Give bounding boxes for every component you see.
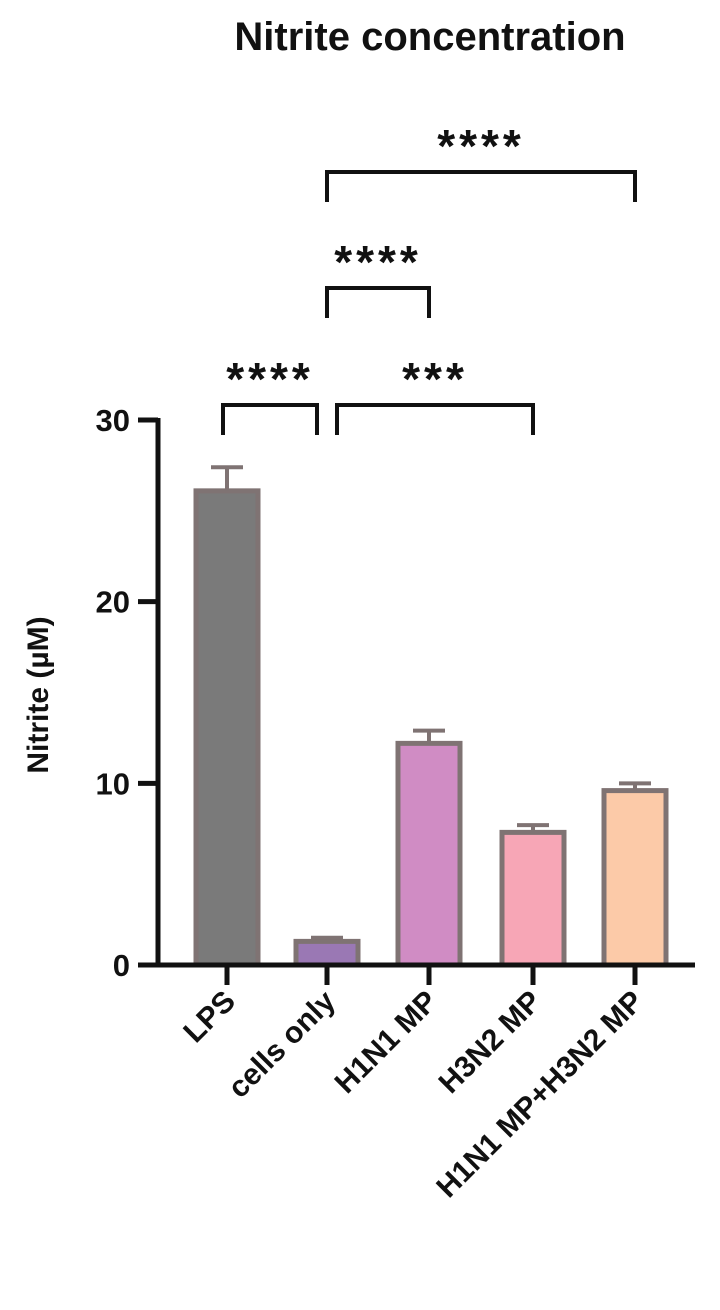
bar-1: [293, 938, 361, 968]
significance-bracket-0: ****: [221, 353, 319, 435]
y-tick-label-30: 30: [96, 403, 130, 438]
significance-label-0: ****: [226, 353, 314, 405]
y-tick-label-20: 20: [96, 585, 130, 620]
significance-bracket-2: ****: [325, 236, 431, 318]
error-bar-0: [211, 465, 243, 491]
axes-layer: 0 10 20 30: [96, 403, 695, 985]
bars-layer: [193, 488, 669, 968]
bar-0: [193, 488, 261, 968]
significance-label-3: ****: [437, 120, 525, 172]
error-bar-2: [413, 728, 445, 744]
error-bars-layer: [211, 465, 651, 942]
error-bar-3: [517, 823, 549, 833]
chart-title: Nitrite concentration: [234, 15, 625, 59]
significance-bracket-3: ****: [325, 120, 637, 202]
x-tick-label-1: cells only: [222, 984, 342, 1104]
bar-4: [601, 788, 669, 968]
bar-3: [499, 829, 567, 968]
y-tick-label-10: 10: [96, 766, 130, 801]
x-tick-label-2: H1N1 MP: [329, 985, 444, 1100]
x-tick-label-0: LPS: [177, 985, 242, 1050]
error-bar-1: [311, 935, 343, 942]
bar-2: [395, 740, 463, 968]
x-tick-label-4: H1N1 MP+H3N2 MP: [430, 985, 650, 1205]
y-axis-label: Nitrite (µM): [22, 616, 55, 773]
y-tick-label-0: 0: [113, 948, 130, 983]
error-bar-4: [619, 781, 651, 791]
significance-label-1: ***: [402, 353, 468, 405]
significance-layer: **** ***********: [221, 120, 637, 435]
significance-label-2: ****: [334, 236, 422, 288]
significance-bracket-1: ***: [335, 353, 535, 435]
